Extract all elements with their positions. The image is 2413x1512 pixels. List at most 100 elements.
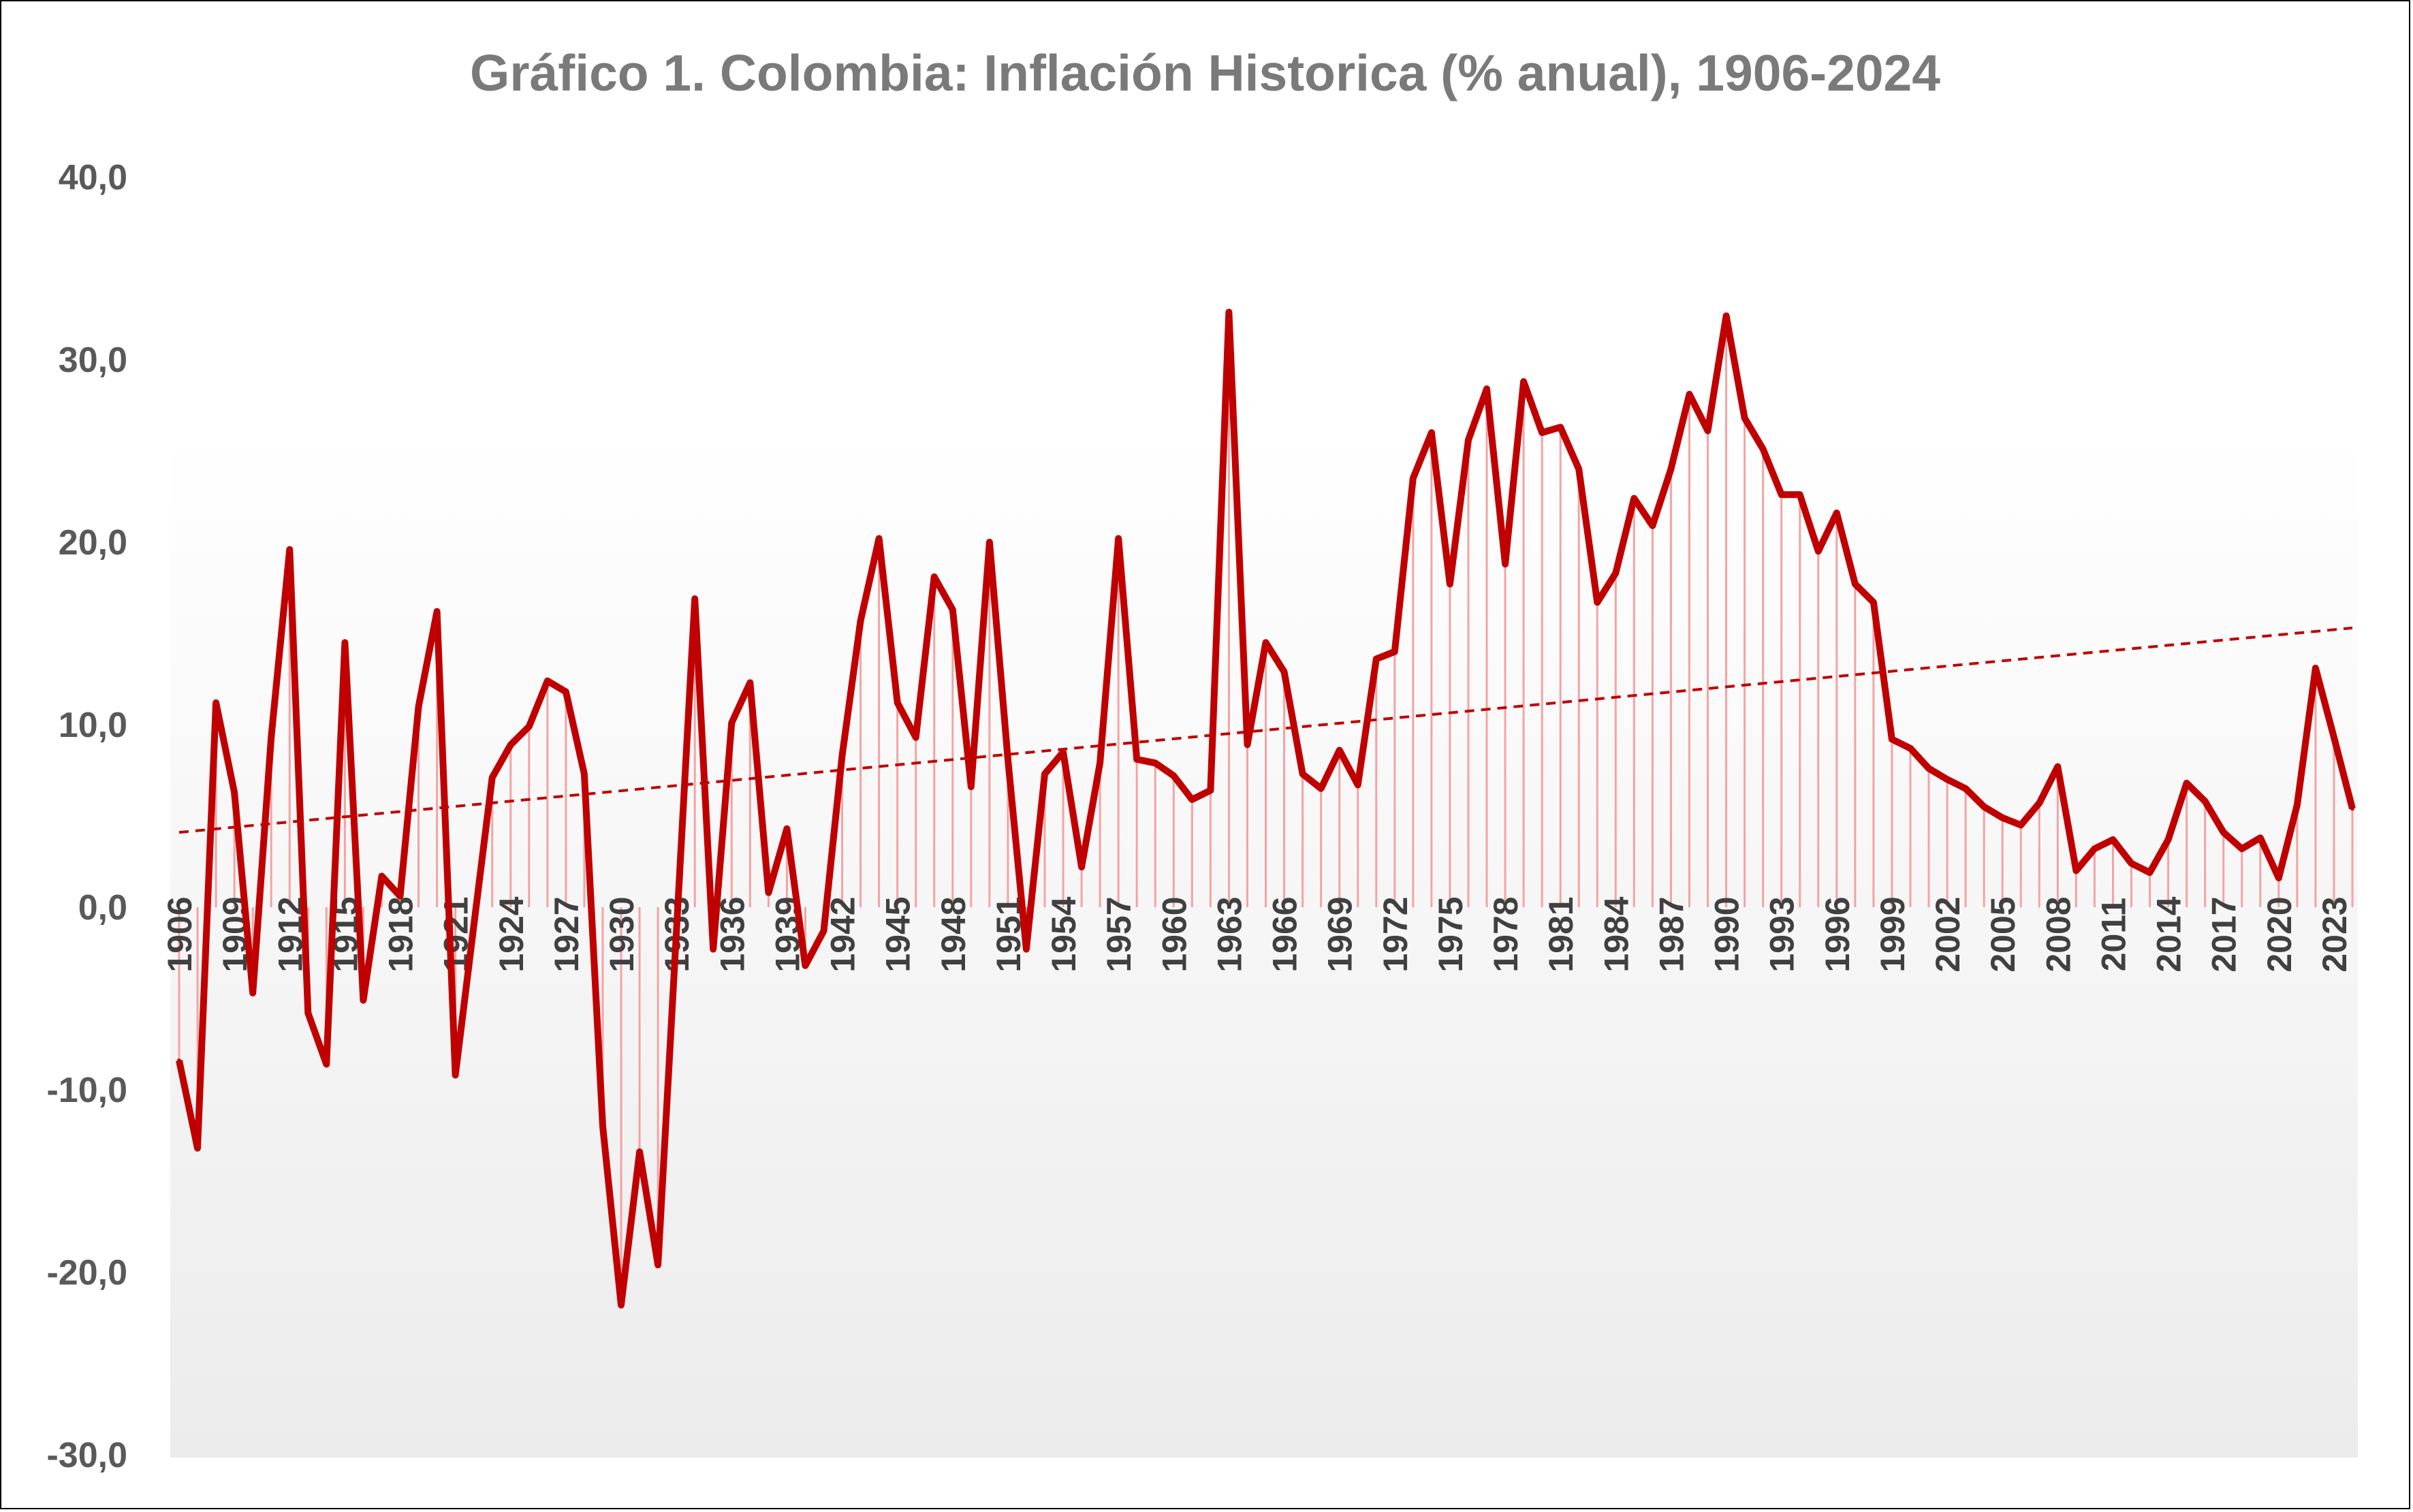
series-point <box>306 1011 311 1015</box>
series-point <box>1300 772 1305 776</box>
series-point <box>1558 425 1563 430</box>
series-point <box>2331 735 2336 740</box>
series-point <box>324 1062 329 1067</box>
series-point <box>361 998 366 1003</box>
series-point <box>1061 750 1066 755</box>
series-point <box>251 990 255 995</box>
series-point <box>1963 786 1968 791</box>
y-tick-label: 20,0 <box>59 523 127 563</box>
series-point <box>2294 802 2299 807</box>
series-point <box>1208 788 1213 793</box>
series-point <box>1761 447 1765 452</box>
x-tick-label: 1978 <box>1487 896 1525 972</box>
series-points <box>177 310 2354 1308</box>
series-point <box>490 775 494 780</box>
series-point <box>1171 774 1176 778</box>
series-point <box>1595 600 1600 605</box>
series-point <box>214 700 219 705</box>
x-tick-label: 1948 <box>934 896 973 972</box>
y-axis-ticks: 40,0 30,0 20,0 10,0 0,0 -10,0 -20,0 -30,0 <box>46 158 127 1475</box>
series-point <box>526 724 531 729</box>
series-point <box>2092 847 2097 851</box>
series-point <box>1190 797 1195 802</box>
series-point <box>269 735 274 740</box>
series-point <box>582 772 586 776</box>
x-tick-label: 1957 <box>1100 896 1138 972</box>
x-tick-label: 2017 <box>2205 896 2243 972</box>
series-point <box>545 678 550 683</box>
x-tick-label: 1963 <box>1210 896 1248 972</box>
series-point <box>1908 746 1912 751</box>
series-point <box>932 574 936 579</box>
x-tick-label: 2005 <box>1984 896 2022 972</box>
series-point <box>1429 430 1434 435</box>
x-axis-ticks: 1906 1909 1912 1915 1918 1921 1924 1927 1930 1933… <box>161 896 2354 972</box>
y-tick-label: -30,0 <box>46 1436 127 1475</box>
x-tick-label: 2023 <box>2316 896 2354 972</box>
series-point <box>858 618 863 623</box>
series-point <box>1245 742 1250 747</box>
series-point <box>1319 786 1323 791</box>
series-point <box>2276 876 2281 881</box>
x-tick-label: 2011 <box>2094 898 2132 971</box>
series-point <box>968 785 973 789</box>
series-point <box>1024 947 1028 951</box>
series-point <box>1337 748 1342 753</box>
x-tick-label: 1927 <box>548 896 586 972</box>
series-point <box>1153 761 1158 766</box>
x-tick-label: 1924 <box>492 896 531 972</box>
chart-title: Gráfico 1. Colombia: Inflación Historica… <box>470 44 1940 101</box>
series-point <box>1871 600 1876 605</box>
x-tick-label: 1942 <box>824 896 862 972</box>
x-tick-label: 1996 <box>1818 896 1857 972</box>
series-point <box>2258 836 2262 840</box>
y-tick-label: 0,0 <box>78 888 127 928</box>
series-point <box>950 608 955 612</box>
x-tick-label: 1945 <box>879 896 917 972</box>
series-point <box>1650 523 1655 528</box>
x-tick-label: 1960 <box>1155 896 1193 972</box>
series-point <box>1982 804 1987 809</box>
x-tick-label: 1981 <box>1542 896 1580 972</box>
series-point <box>435 609 439 614</box>
y-tick-label: -20,0 <box>46 1253 127 1293</box>
series-point <box>1392 649 1397 654</box>
series-point <box>2239 847 2244 851</box>
series-point <box>453 1073 458 1077</box>
y-tick-label: 30,0 <box>59 341 127 380</box>
series-point <box>1042 772 1047 776</box>
series-point <box>913 735 918 740</box>
series-point <box>195 1146 200 1150</box>
series-point <box>1945 777 1950 782</box>
series-point <box>1724 313 1729 318</box>
x-tick-label: 1987 <box>1652 896 1690 972</box>
x-tick-label: 1954 <box>1045 896 1083 972</box>
series-point <box>1079 865 1084 870</box>
series-point <box>379 874 384 879</box>
series-point <box>1466 437 1470 442</box>
series-point <box>1503 562 1508 567</box>
series-point <box>1540 430 1545 435</box>
series-point <box>2313 665 2318 670</box>
series-point <box>2129 861 2134 866</box>
series-point <box>177 1058 181 1063</box>
series-point <box>2166 837 2171 842</box>
series-point <box>563 689 568 694</box>
series-point <box>1797 492 1802 497</box>
series-point <box>1705 428 1710 433</box>
series-point <box>656 1263 661 1267</box>
x-tick-label: 1918 <box>382 896 420 972</box>
series-point <box>729 721 734 725</box>
series-point <box>1447 582 1452 586</box>
series-point <box>2074 868 2079 873</box>
x-tick-label: 2008 <box>2039 896 2077 972</box>
series-point <box>600 1124 605 1129</box>
series-point <box>343 640 347 645</box>
series-point <box>785 826 789 831</box>
series-point <box>1227 310 1231 315</box>
series-point <box>1779 492 1784 497</box>
series-point <box>1355 783 1360 787</box>
series-point <box>1742 415 1747 420</box>
